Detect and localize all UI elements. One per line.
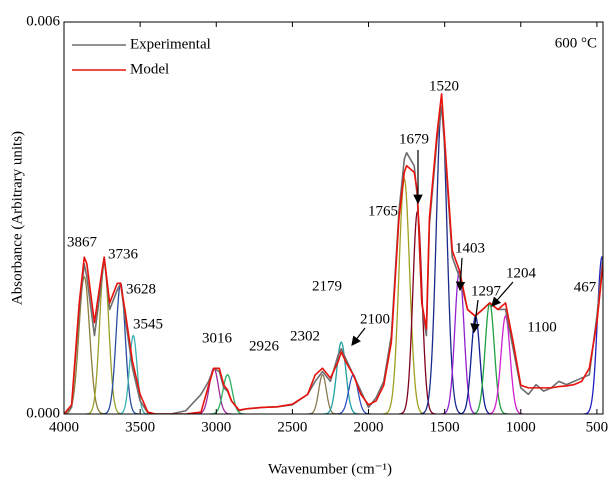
y-axis-label: Absorbance (Arbitrary units) xyxy=(9,131,25,305)
peak-label: 467 xyxy=(574,279,597,295)
peak-label: 1679 xyxy=(399,131,429,147)
series-line xyxy=(64,93,603,414)
peak-label: 1765 xyxy=(368,203,398,219)
plot-area xyxy=(64,93,603,414)
legend-label: Experimental xyxy=(130,36,211,52)
peak-label: 1403 xyxy=(455,240,485,256)
x-tick-label: 1000 xyxy=(506,419,536,435)
component-peak xyxy=(583,255,603,414)
peak-label: 1520 xyxy=(429,78,459,94)
component-peak xyxy=(487,314,524,414)
peak-arrow xyxy=(470,299,480,334)
peak-label: 3545 xyxy=(133,316,163,332)
x-tick-label: 2000 xyxy=(354,419,384,435)
component-peak xyxy=(64,275,106,414)
peak-label: 2926 xyxy=(249,338,280,354)
plot-frame xyxy=(63,21,604,415)
x-tick-label: 3000 xyxy=(201,419,231,435)
component-peak xyxy=(322,341,360,414)
peak-arrow xyxy=(491,281,514,307)
peak-label: 1297 xyxy=(471,283,502,299)
peak-label: 3016 xyxy=(202,330,233,346)
peak-label: 3628 xyxy=(126,281,156,297)
peak-label: 2179 xyxy=(312,278,342,294)
x-tick-label: 2500 xyxy=(277,419,307,435)
x-tick-label: 4000 xyxy=(49,419,79,435)
x-tick-label: 500 xyxy=(586,419,609,435)
peak-label: 1100 xyxy=(527,319,556,335)
x-tick-label: 3500 xyxy=(125,419,155,435)
x-tick-label: 1500 xyxy=(430,419,460,435)
peak-label: 3867 xyxy=(67,234,98,250)
peak-arrow xyxy=(351,327,366,346)
x-axis-label: Wavenumber (cm⁻¹) xyxy=(268,461,392,477)
annotation: 600 °C xyxy=(555,35,597,51)
peak-label: 2302 xyxy=(290,328,320,344)
peak-label: 3736 xyxy=(108,246,139,262)
peak-label: 1204 xyxy=(506,265,537,281)
y-tick-label: 0.006 xyxy=(26,13,60,29)
legend-label: Model xyxy=(130,61,169,77)
component-peak xyxy=(209,374,246,414)
y-tick-label: 0.000 xyxy=(26,405,60,421)
peak-label: 2100 xyxy=(360,311,390,327)
component-peak xyxy=(307,374,338,414)
peak-arrow xyxy=(455,257,466,292)
component-peak xyxy=(118,334,149,414)
